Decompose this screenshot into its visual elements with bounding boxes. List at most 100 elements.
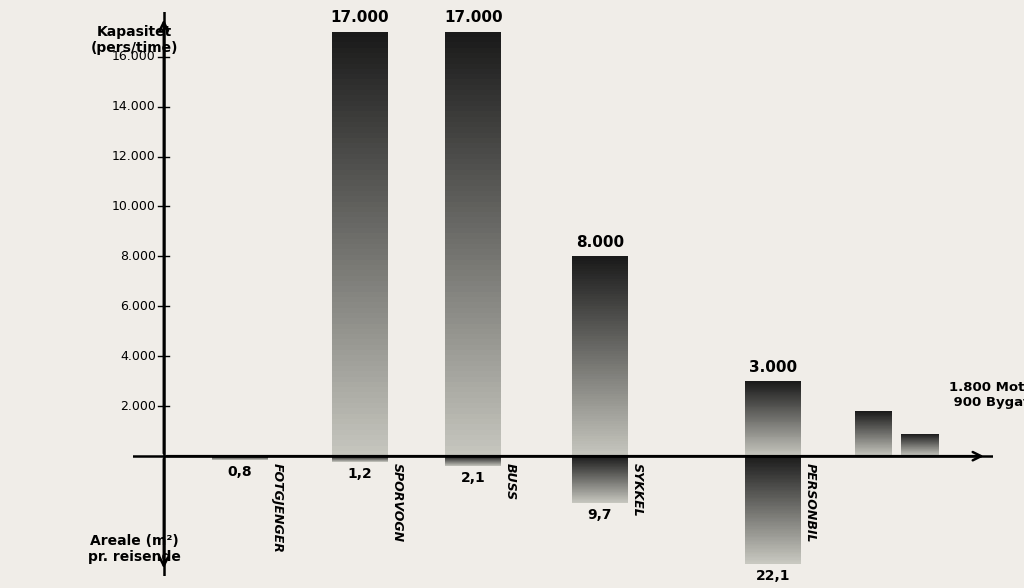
- Bar: [745, 388, 801, 389]
- Bar: [445, 398, 501, 403]
- Bar: [571, 424, 628, 426]
- Bar: [571, 495, 628, 496]
- Bar: [745, 418, 801, 419]
- Bar: [445, 64, 501, 69]
- Bar: [745, 494, 801, 495]
- Bar: [445, 212, 501, 218]
- Bar: [745, 427, 801, 428]
- Bar: [745, 384, 801, 385]
- Bar: [745, 533, 801, 534]
- Bar: [571, 406, 628, 409]
- Bar: [745, 460, 801, 462]
- Bar: [745, 522, 801, 523]
- Bar: [745, 443, 801, 444]
- Bar: [571, 473, 628, 474]
- Bar: [745, 457, 801, 459]
- Bar: [445, 101, 501, 106]
- Bar: [571, 478, 628, 479]
- Bar: [571, 339, 628, 341]
- Bar: [332, 202, 388, 207]
- Bar: [571, 468, 628, 469]
- Bar: [745, 505, 801, 506]
- Bar: [745, 479, 801, 480]
- Bar: [445, 265, 501, 270]
- Bar: [332, 398, 388, 403]
- Bar: [445, 440, 501, 446]
- Bar: [445, 446, 501, 451]
- Bar: [571, 289, 628, 292]
- Bar: [445, 85, 501, 90]
- Bar: [745, 549, 801, 550]
- Bar: [571, 336, 628, 339]
- Bar: [745, 455, 801, 456]
- Bar: [571, 474, 628, 475]
- Bar: [745, 436, 801, 437]
- Bar: [332, 165, 388, 170]
- Bar: [445, 132, 501, 138]
- Bar: [745, 419, 801, 420]
- Bar: [745, 403, 801, 404]
- Bar: [445, 191, 501, 196]
- Bar: [445, 292, 501, 297]
- Bar: [745, 401, 801, 402]
- Bar: [745, 398, 801, 399]
- Bar: [332, 127, 388, 132]
- Bar: [745, 559, 801, 560]
- Bar: [445, 308, 501, 313]
- Bar: [745, 383, 801, 384]
- Bar: [332, 191, 388, 196]
- Bar: [445, 260, 501, 265]
- Bar: [445, 127, 501, 132]
- Bar: [571, 414, 628, 416]
- Bar: [445, 329, 501, 334]
- Bar: [571, 483, 628, 484]
- Bar: [332, 308, 388, 313]
- Bar: [571, 394, 628, 396]
- Text: Kapasitet
(pers/time): Kapasitet (pers/time): [91, 25, 178, 55]
- Bar: [571, 386, 628, 389]
- Bar: [745, 402, 801, 403]
- Bar: [445, 196, 501, 202]
- Bar: [745, 431, 801, 432]
- Bar: [571, 329, 628, 331]
- Bar: [571, 359, 628, 361]
- Bar: [745, 519, 801, 521]
- Bar: [332, 79, 388, 85]
- Bar: [332, 223, 388, 228]
- Bar: [571, 361, 628, 364]
- Bar: [745, 482, 801, 483]
- Bar: [745, 399, 801, 400]
- Bar: [332, 387, 388, 393]
- Bar: [445, 159, 501, 165]
- Bar: [571, 470, 628, 471]
- Bar: [571, 469, 628, 470]
- Bar: [745, 496, 801, 498]
- Bar: [745, 483, 801, 485]
- Bar: [332, 196, 388, 202]
- Bar: [745, 393, 801, 395]
- Bar: [445, 244, 501, 249]
- Bar: [332, 69, 388, 74]
- Text: 10.000: 10.000: [112, 200, 156, 213]
- Bar: [445, 323, 501, 329]
- Bar: [571, 441, 628, 444]
- Bar: [445, 58, 501, 64]
- Bar: [332, 255, 388, 260]
- Bar: [745, 453, 801, 455]
- Bar: [332, 159, 388, 165]
- Bar: [571, 399, 628, 401]
- Bar: [445, 286, 501, 292]
- Bar: [332, 138, 388, 143]
- Text: BUSS: BUSS: [504, 463, 517, 500]
- Bar: [571, 502, 628, 503]
- Bar: [332, 270, 388, 276]
- Bar: [332, 175, 388, 181]
- Bar: [332, 106, 388, 111]
- Bar: [745, 456, 801, 457]
- Bar: [332, 276, 388, 281]
- Bar: [745, 502, 801, 503]
- Bar: [745, 499, 801, 500]
- Bar: [445, 345, 501, 350]
- Bar: [445, 281, 501, 286]
- Bar: [332, 329, 388, 334]
